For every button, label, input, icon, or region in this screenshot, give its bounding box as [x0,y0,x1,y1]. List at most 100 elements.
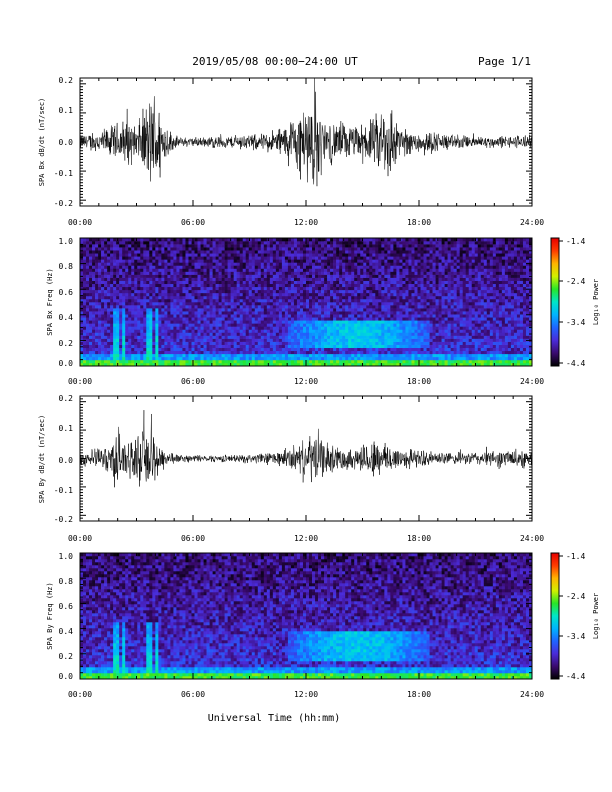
heat-cell [197,332,201,336]
heat-cell [312,359,316,364]
heat-cell [360,298,364,303]
heat-cell [170,238,174,242]
heat-cell [330,283,334,288]
heat-cell [269,247,274,251]
heat-cell [327,338,331,342]
heat-cell [345,311,349,315]
heat-cell [89,286,93,291]
heat-cell [155,341,159,345]
heat-cell [414,277,418,281]
x-tick-label: 00:00 [68,218,92,227]
heat-cell [426,362,430,367]
heat-cell [110,302,114,306]
heat-cell [149,280,153,285]
heat-cell [149,326,153,330]
heat-cell [366,247,370,251]
heat-cell [143,329,147,333]
heat-cell [110,353,114,358]
heat-cell [224,308,228,312]
heat-cell [161,247,165,251]
heat-cell [161,362,165,367]
heat-cell [176,238,180,242]
heat-cell [266,271,271,275]
heat-cell [381,335,385,339]
heat-cell [200,314,204,318]
heat-cell [233,247,237,251]
heat-cell [227,353,231,358]
heat-cell [95,238,99,242]
heat-cell [197,362,201,367]
heat-cell [266,274,271,278]
heat-cell [104,289,108,294]
heat-cell [194,247,198,251]
heat-cell [200,305,204,309]
heat-cell [333,353,337,358]
heat-cell [182,271,186,275]
heat-cell [80,350,84,355]
heat-cell [176,277,180,281]
heat-cell [224,341,228,345]
heat-cell [206,335,210,339]
heat-cell [242,244,247,248]
heat-cell [257,274,262,278]
heat-cell [101,241,105,245]
heat-cell [203,259,207,263]
heat-cell [230,271,234,275]
heat-cell [206,320,210,324]
heat-cell [369,356,373,361]
heat-cell [212,335,216,339]
heat-cell [293,353,298,358]
heat-cell [375,335,379,339]
heat-cell [161,356,165,361]
heat-cell [104,356,108,361]
heat-cell [98,305,102,309]
heat-cell [188,356,192,361]
heat-cell [230,280,234,285]
heat-cell [167,277,171,281]
heat-cell [182,298,186,303]
heat-cell [128,326,132,330]
heat-cell [218,247,222,251]
heat-cell [209,295,213,300]
heat-cell [176,268,180,272]
heat-cell [107,329,111,333]
heat-cell [236,298,240,303]
heat-cell [318,247,322,251]
heat-cell [203,295,207,300]
heat-cell [161,277,165,281]
heat-cell [393,274,397,278]
heat-cell [167,241,171,245]
heat-cell [360,332,364,336]
heat-cell [131,326,135,330]
heat-cell [80,362,84,367]
heat-cell [242,326,247,330]
heat-cell [194,338,198,342]
heat-cell [272,253,277,257]
heat-cell [125,317,129,321]
heat-cell [336,250,340,254]
heat-cell [414,241,418,245]
heat-cell [414,262,418,266]
heat-cell [128,253,132,257]
heat-cell [396,286,400,291]
heat-cell [155,295,159,300]
heat-cell [399,253,403,257]
heat-cell [110,317,114,321]
heat-cell [158,359,162,364]
heat-cell [194,259,198,263]
heat-cell [369,241,373,245]
heat-cell [239,283,244,288]
heat-cell [396,356,400,361]
heat-cell [221,308,225,312]
heat-cell [390,311,394,315]
heat-cell [339,277,343,281]
heat-cell [399,338,403,342]
heat-cell [230,323,234,327]
heat-cell [420,305,424,309]
heat-cell [284,253,289,257]
heat-cell [89,271,93,275]
heat-cell [86,341,90,345]
heat-cell [185,274,189,278]
heat-cell [125,341,129,345]
heat-cell [387,271,391,275]
